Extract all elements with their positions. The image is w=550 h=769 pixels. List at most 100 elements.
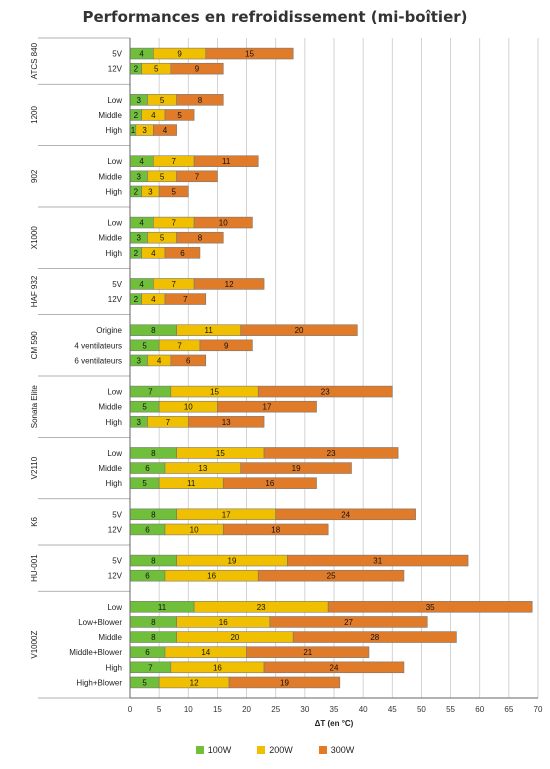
data-label: 16 [207, 572, 216, 581]
x-tick-label: 15 [213, 705, 222, 714]
data-label: 2 [134, 187, 139, 196]
row-label: High+Blower [76, 678, 122, 687]
data-label: 6 [180, 249, 185, 258]
data-label: 7 [195, 172, 200, 181]
group-label: HU-001 [30, 554, 39, 582]
data-label: 4 [151, 111, 156, 120]
data-label: 16 [213, 663, 222, 672]
row-label: Middle [98, 234, 122, 243]
bar-segment-300w [158, 185, 189, 198]
data-label: 23 [257, 603, 266, 612]
data-label: 4 [139, 280, 144, 289]
legend-swatch-200w [257, 746, 266, 754]
data-label: 5 [142, 678, 147, 687]
bar-segment-300w [263, 447, 399, 459]
group-label: 902 [30, 169, 39, 183]
data-label: 6 [145, 648, 150, 657]
data-label: 15 [216, 449, 225, 458]
data-label: 15 [210, 388, 219, 397]
data-label: 12 [225, 280, 234, 289]
bar-segment-300w [240, 324, 358, 336]
group-label: V2110 [30, 456, 39, 479]
data-label: 1 [131, 126, 136, 135]
group-label: 1200 [30, 105, 39, 123]
x-axis-label: ΔT (en °C) [314, 719, 354, 728]
data-label: 7 [183, 295, 188, 304]
bar-segment-300w [176, 170, 218, 183]
data-label: 8 [151, 557, 156, 566]
data-label: 4 [151, 295, 156, 304]
row-label: 12V [108, 295, 123, 304]
x-tick-label: 70 [534, 705, 543, 714]
row-label: High [106, 663, 122, 672]
row-label: Low [107, 219, 122, 228]
row-label: High [106, 187, 122, 196]
bar-segment-300w [275, 508, 416, 521]
x-tick-label: 45 [388, 705, 397, 714]
group-label: CM 590 [30, 331, 39, 360]
bar-segment-300w [199, 339, 253, 352]
data-label: 10 [184, 403, 193, 412]
bar-segment-300w [257, 569, 405, 582]
bar-segment-300w [257, 385, 393, 398]
data-label: 19 [280, 678, 289, 687]
bar-segment-300w [263, 661, 405, 674]
group-label: HAF 932 [30, 275, 39, 307]
data-label: 8 [151, 510, 156, 519]
legend-swatch-100w [195, 746, 204, 754]
data-label: 4 [163, 126, 168, 135]
data-label: 24 [330, 663, 339, 672]
data-label: 19 [228, 557, 237, 566]
legend: 100W 200W 300W [0, 745, 550, 755]
data-label: 10 [190, 525, 199, 534]
data-label: 23 [321, 388, 330, 397]
data-label: 5 [142, 341, 147, 350]
data-label: 15 [245, 50, 254, 59]
row-label: 12V [108, 525, 123, 534]
data-label: 4 [157, 356, 162, 365]
bar-segment-300w [176, 94, 224, 106]
group-label: X1000 [30, 226, 39, 250]
data-label: 18 [271, 525, 280, 534]
data-label: 35 [426, 603, 435, 612]
data-label: 7 [171, 157, 176, 166]
x-tick-label: 40 [359, 705, 368, 714]
bar-segment-300w [205, 47, 294, 60]
data-label: 5 [160, 96, 165, 105]
data-label: 11 [205, 326, 214, 335]
data-label: 6 [145, 525, 150, 534]
data-label: 3 [137, 96, 142, 105]
data-label: 11 [158, 603, 167, 612]
x-tick-label: 25 [271, 705, 280, 714]
bar-segment-300w [193, 216, 253, 229]
row-label: 4 ventilateurs [74, 341, 122, 350]
data-label: 13 [198, 464, 207, 473]
x-tick-label: 50 [417, 705, 426, 714]
data-label: 20 [295, 326, 304, 335]
group-label: ATCS 840 [30, 42, 39, 79]
legend-item-300w: 300W [318, 745, 354, 755]
row-label: High [106, 249, 122, 258]
data-label: 11 [187, 479, 196, 488]
data-label: 3 [137, 356, 142, 365]
bar-segment-300w [228, 676, 341, 689]
data-label: 3 [137, 418, 142, 427]
x-tick-label: 55 [446, 705, 455, 714]
x-tick-label: 20 [242, 705, 251, 714]
row-label: High [106, 126, 122, 135]
row-label: Middle [98, 172, 122, 181]
data-label: 8 [151, 326, 156, 335]
group-label: V1000Z [30, 631, 39, 659]
data-label: 7 [171, 280, 176, 289]
x-tick-label: 5 [157, 705, 162, 714]
data-label: 16 [265, 479, 274, 488]
row-label: Middle [98, 111, 122, 120]
data-label: 17 [222, 510, 231, 519]
data-label: 4 [139, 50, 144, 59]
bar-segment-300w [246, 646, 370, 658]
bar-segment-300w [187, 416, 265, 428]
data-label: 6 [186, 356, 191, 365]
legend-swatch-300w [318, 746, 327, 754]
data-label: 7 [148, 663, 153, 672]
